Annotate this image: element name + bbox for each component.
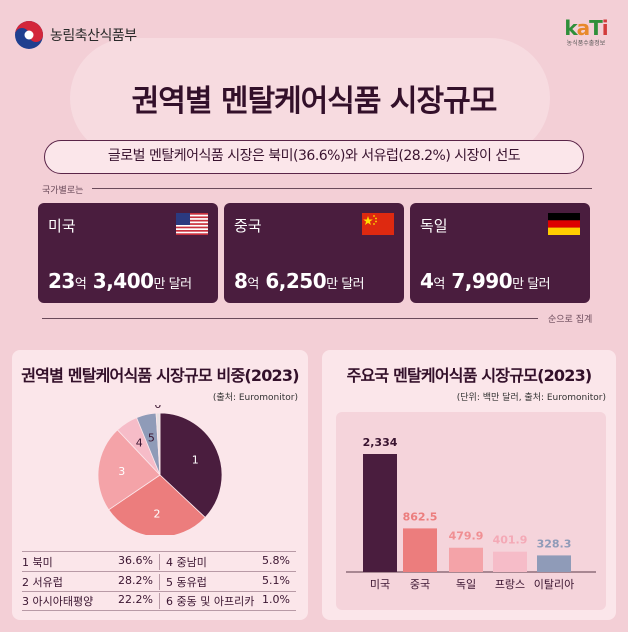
- legend-item: 1 북미 36.6%: [22, 553, 153, 569]
- bar-category-label: 이탈리아: [534, 578, 574, 591]
- legend-item: 4 중남미 5.8%: [159, 553, 296, 570]
- pie-slice-label: 1: [192, 454, 199, 467]
- pie-source: (출처: Euromonitor): [212, 393, 298, 403]
- legend-item: 5 동유럽 5.1%: [159, 573, 296, 590]
- germany-flag-icon: [548, 213, 580, 235]
- pie-slice-1: [159, 412, 223, 519]
- by-country-label: 국가별로는: [42, 186, 84, 196]
- bar-이탈리아: [537, 555, 571, 572]
- us-flag-icon: [176, 213, 208, 235]
- pie-chart: 1 2 3 45 6: [97, 405, 223, 535]
- legend-row: 2 서유럽 28.2% 5 동유럽 5.1%: [22, 571, 296, 591]
- page-title: 권역별 멘탈케어식품 시장규모: [131, 84, 498, 119]
- country-card-china: 중국 8억 6,250만 달러: [224, 203, 404, 303]
- kati-sub: 농식품수출정보: [566, 40, 606, 47]
- bar-프랑스: [493, 551, 527, 572]
- china-flag-icon: [362, 213, 394, 235]
- bar-value-label: 479.9: [449, 530, 484, 543]
- legend-item: 2 서유럽 28.2%: [22, 573, 153, 589]
- bar-중국: [403, 528, 437, 572]
- taegeuk-icon: [15, 21, 43, 49]
- legend-row: 1 북미 36.6% 4 중남미 5.8%: [22, 551, 296, 571]
- bar-chart: 2,334 미국 862.5 중국 479.9 독일 401.9 프랑스 328.3 이탈리아: [346, 436, 596, 591]
- subtitle-banner: 글로벌 멘탈케어식품 시장은 북미(36.6%)와 서유럽(28.2%) 시장이…: [44, 140, 584, 174]
- legend-item: 6 중동 및 아프리카 1.0%: [159, 593, 296, 609]
- bar-category-label: 중국: [410, 578, 430, 591]
- bar-category-label: 독일: [456, 577, 476, 591]
- bar-category-label: 프랑스: [495, 578, 525, 591]
- pie-legend: 1 북미 36.6% 4 중남미 5.8% 2 서유럽 28.2% 5 동유럽 5.1%…: [22, 551, 296, 611]
- bar-value-label: 862.5: [403, 510, 438, 523]
- bar-value-label: 328.3: [537, 537, 572, 550]
- pie-slice-label: 2: [153, 507, 160, 520]
- bar-chart-title: 주요국 멘탈케어식품 시장규모(2023): [346, 366, 593, 385]
- pie-slice-2: [108, 474, 206, 535]
- card-country-name: 독일: [420, 217, 448, 235]
- pie-chart-title: 권역별 멘탈케어식품 시장규모 비중(2023): [21, 366, 299, 385]
- card-country-name: 중국: [234, 217, 262, 235]
- country-card-germany: 독일 4억 7,990만 달러: [410, 203, 590, 303]
- bar-source: (단위: 백만 달러, 출처: Euromonitor): [456, 393, 606, 403]
- divider: [42, 318, 538, 319]
- legend-item: 3 아시아태평양 22.2%: [22, 593, 153, 608]
- bar-독일: [449, 547, 483, 572]
- gov-name: 농림축산식품부: [50, 28, 137, 44]
- order-note: 순으로 집계: [548, 315, 593, 325]
- country-card-usa: 미국 23억 3,400만 달러: [38, 203, 218, 303]
- card-value: 4억 7,990만 달러: [420, 269, 551, 293]
- bar-value-label: 2,334: [363, 436, 398, 449]
- pie-slice-6: [155, 412, 161, 476]
- pie-slice-label: 3: [118, 465, 125, 478]
- card-value: 8억 6,250만 달러: [234, 269, 365, 293]
- bar-value-label: 401.9: [493, 534, 528, 547]
- card-country-name: 미국: [48, 217, 76, 235]
- background-blob: [70, 38, 550, 158]
- legend-row: 3 아시아태평양 22.2% 6 중동 및 아프리카 1.0%: [22, 591, 296, 611]
- pie-slice-label: 6: [154, 405, 161, 411]
- bar-category-label: 미국: [370, 578, 390, 591]
- kati-logo: kaTi 농식품수출정보: [554, 16, 618, 47]
- kati-mark: kaTi: [564, 16, 608, 40]
- card-value: 23억 3,400만 달러: [48, 269, 192, 293]
- pie-slice-3: [97, 429, 161, 511]
- bar-미국: [363, 454, 397, 572]
- pie-slice-label: 4: [136, 437, 143, 450]
- gov-logo: 농림축산식품부: [14, 20, 137, 50]
- pie-slice-label: 5: [148, 432, 155, 445]
- divider: [92, 188, 592, 189]
